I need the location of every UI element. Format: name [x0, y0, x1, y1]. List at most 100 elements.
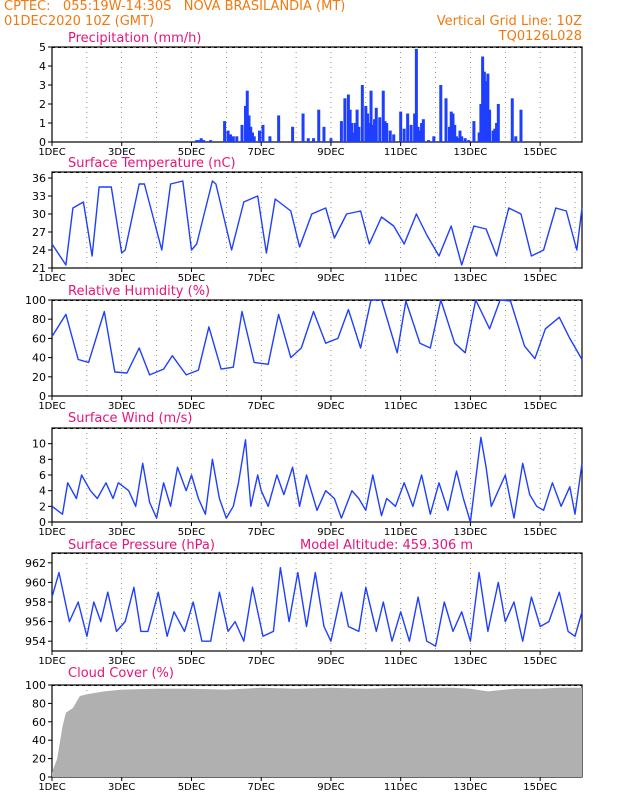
precip-bar	[451, 113, 455, 142]
temp-xtick-label: 1DEC	[38, 273, 65, 284]
wind-title: Surface Wind (m/s)	[68, 411, 192, 426]
precip-bar	[245, 90, 249, 142]
precip-bar	[195, 140, 199, 142]
precip-xtick-label: 7DEC	[248, 147, 275, 158]
cloud-area	[52, 687, 582, 777]
precip-bar	[346, 94, 350, 142]
precip-bar	[364, 105, 368, 142]
precip-bar	[495, 123, 499, 142]
wind-xtick-label: 11DEC	[384, 527, 418, 538]
rh-ytick-label: 20	[32, 371, 46, 384]
precip-bar	[261, 124, 265, 142]
precip-bar	[301, 113, 305, 142]
temp-xtick-label: 13DEC	[454, 273, 488, 284]
cloud-xtick-label: 1DEC	[38, 782, 65, 793]
wind-ytick-label: 8	[39, 453, 46, 466]
precip-bar	[317, 109, 321, 142]
precip-bar	[235, 136, 239, 142]
temp-xtick-label: 15DEC	[523, 273, 557, 284]
precip-bar	[493, 128, 497, 142]
temp-ytick-label: 36	[32, 172, 46, 185]
precip-ytick-label: 2	[39, 98, 46, 111]
precip-bar	[268, 136, 272, 142]
precip-bar	[484, 81, 488, 142]
precip-bar	[491, 130, 495, 142]
precip-bar	[353, 123, 357, 142]
precip-bar	[369, 90, 373, 142]
pressure-ytick-label: 956	[25, 616, 46, 629]
precip-bar	[277, 115, 281, 142]
precip-bar	[467, 140, 471, 142]
precip-bar	[421, 119, 425, 142]
precip-bar	[385, 123, 389, 142]
precip-bar	[226, 130, 230, 142]
precip-bar	[460, 136, 464, 142]
temp-ytick-label: 30	[32, 208, 46, 221]
precip-bar	[355, 109, 359, 142]
precip-bar	[360, 85, 364, 142]
temp-ytick-label: 33	[32, 190, 46, 203]
cloud-xtick-label: 11DEC	[384, 782, 418, 793]
precip-bar	[399, 111, 403, 142]
precip-bar	[453, 124, 457, 142]
precip-bar	[231, 136, 235, 142]
wind-xtick-label: 5DEC	[178, 527, 205, 538]
temp-xtick-label: 9DEC	[317, 273, 344, 284]
precip-bar	[454, 136, 458, 142]
precip-bar	[388, 130, 392, 142]
cloud-panel: 0 20 40 60 80 100 1DEC 3DEC 5DEC 7DEC 9DEC 11DEC 13D…	[25, 666, 583, 793]
precip-bar	[229, 134, 233, 142]
rh-xtick-label: 1DEC	[38, 401, 65, 412]
precip-ytick-label: 3	[39, 79, 46, 92]
cloud-ytick-label: 100	[25, 679, 46, 692]
precip-xtick-label: 11DEC	[384, 147, 418, 158]
temp-xtick-label: 7DEC	[248, 273, 275, 284]
precip-bar	[250, 132, 254, 142]
pressure-xtick-label: 1DEC	[38, 656, 65, 667]
precip-bar	[439, 85, 443, 142]
precip-ytick-label: 5	[39, 41, 46, 54]
precip-bar	[510, 98, 514, 142]
precip-bar	[420, 123, 424, 142]
rh-ytick-label: 40	[32, 352, 46, 365]
precip-bar	[514, 136, 518, 142]
pressure-subtitle: Model Altitude: 459.306 m	[300, 538, 473, 553]
rh-line	[51, 299, 583, 376]
wind-xtick-label: 9DEC	[317, 527, 344, 538]
precip-bar	[448, 126, 451, 142]
header-line1: CPTEC: 055:19W-14:30S NOVA BRASILANDIA (…	[4, 0, 346, 14]
temp-ytick-label: 27	[32, 226, 46, 239]
precip-bar	[418, 130, 422, 142]
rh-xtick-label: 5DEC	[178, 401, 205, 412]
precip-bar	[463, 138, 467, 142]
precip-title: Precipitation (mm/h)	[68, 31, 201, 46]
precip-bar	[378, 117, 382, 142]
rh-ytick-label: 60	[32, 332, 46, 345]
pressure-ytick-label: 960	[25, 576, 46, 589]
precip-bar	[488, 109, 492, 142]
temp-ytick-label: 24	[32, 244, 46, 257]
precip-bar	[357, 126, 361, 142]
temp-xtick-label: 5DEC	[178, 273, 205, 284]
precip-bar	[392, 134, 396, 142]
cloud-ytick-label: 20	[32, 753, 46, 766]
header-run-time: 01DEC2020 10Z (GMT)	[4, 14, 155, 29]
pressure-xtick-label: 15DEC	[523, 656, 557, 667]
precip-bar	[472, 121, 476, 142]
precip-bar	[496, 104, 500, 142]
wind-ytick-label: 10	[32, 438, 46, 451]
rh-title: Relative Humidity (%)	[68, 284, 210, 299]
precip-bar	[373, 119, 377, 142]
precip-bar	[199, 138, 203, 142]
cloud-xtick-label: 15DEC	[523, 782, 557, 793]
precip-bar	[252, 136, 256, 142]
pressure-ytick-label: 958	[25, 596, 46, 609]
cloud-ytick-label: 40	[32, 734, 46, 747]
precip-frame	[51, 46, 583, 143]
precip-bar	[367, 123, 371, 142]
precip-bar	[339, 121, 343, 142]
precip-bar	[479, 104, 483, 142]
wind-xtick-label: 1DEC	[38, 527, 65, 538]
precip-xtick-label: 9DEC	[317, 147, 344, 158]
